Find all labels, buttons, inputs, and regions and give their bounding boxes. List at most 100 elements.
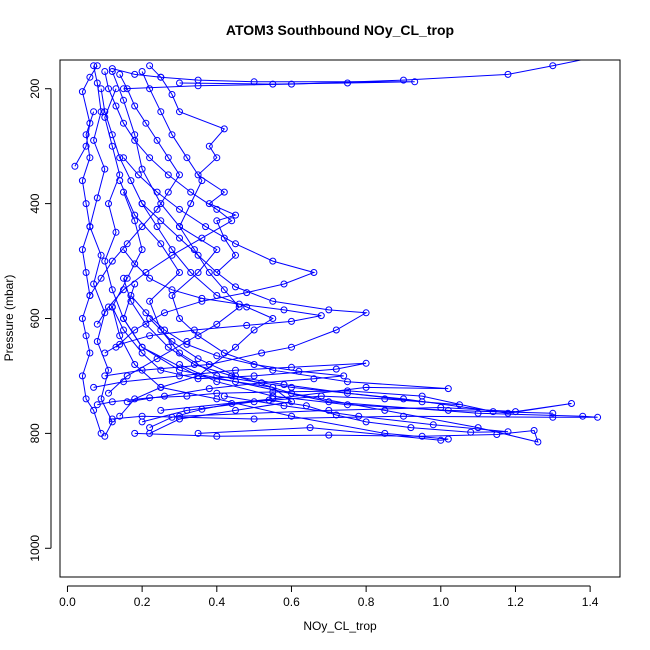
data-point	[176, 372, 183, 380]
data-point	[168, 91, 176, 98]
data-point	[280, 381, 288, 389]
data-point	[82, 142, 90, 150]
data-point	[176, 415, 183, 423]
data-point	[549, 62, 557, 70]
data-point	[90, 136, 98, 144]
data-point	[105, 389, 112, 397]
data-point	[288, 363, 295, 371]
data-point	[161, 326, 168, 334]
data-point	[78, 88, 86, 96]
data-point	[101, 372, 109, 380]
data-point	[362, 309, 370, 317]
data-point	[131, 326, 139, 334]
x-axis: 0.0 0.2 0.4 0.6 0.8 1.0 1.2 1.4	[59, 585, 599, 609]
data-point	[205, 200, 213, 208]
data-point	[146, 394, 154, 402]
data-point	[235, 300, 243, 308]
data-point	[232, 283, 239, 291]
data-point	[108, 303, 116, 311]
data-point	[101, 257, 109, 265]
data-point	[108, 142, 116, 150]
data-point	[187, 269, 195, 276]
data-point	[120, 378, 127, 386]
data-point	[146, 62, 154, 70]
data-point	[153, 355, 161, 363]
data-point	[157, 383, 165, 391]
data-point	[161, 392, 168, 400]
data-point	[164, 154, 172, 162]
data-point	[116, 154, 124, 162]
data-point	[90, 406, 98, 414]
data-point	[131, 280, 139, 288]
data-point	[228, 372, 236, 380]
data-point	[123, 85, 131, 93]
data-point	[310, 375, 318, 383]
data-point	[176, 205, 183, 213]
data-point	[108, 398, 116, 406]
data-point	[258, 379, 266, 387]
data-point	[220, 125, 228, 133]
data-point	[437, 404, 445, 411]
data-point	[168, 286, 176, 294]
data-point	[153, 223, 161, 231]
series-line-1	[104, 88, 293, 434]
data-point	[93, 62, 101, 70]
data-point	[146, 85, 154, 93]
data-point	[138, 246, 146, 254]
data-point	[116, 332, 124, 340]
data-point	[153, 188, 161, 196]
data-point	[82, 332, 90, 340]
data-point	[153, 136, 161, 144]
data-point	[146, 315, 154, 322]
data-point	[190, 326, 198, 334]
data-point	[288, 343, 295, 351]
data-point	[202, 223, 210, 231]
data-point	[127, 177, 135, 185]
data-point	[228, 217, 236, 225]
data-point	[153, 205, 161, 213]
data-point	[146, 332, 154, 340]
data-point	[213, 292, 221, 299]
data-point	[344, 389, 351, 397]
data-point	[332, 365, 340, 373]
data-point	[101, 68, 109, 75]
data-point	[344, 378, 351, 386]
data-point	[120, 326, 127, 334]
data-point	[194, 375, 202, 383]
data-point	[90, 108, 98, 116]
x-tick-label: 1.4	[582, 595, 599, 609]
data-point	[381, 406, 389, 414]
data-point	[93, 401, 101, 409]
data-point	[325, 398, 333, 406]
data-point	[183, 340, 191, 348]
series-line-18	[115, 157, 316, 348]
data-point	[78, 372, 86, 380]
x-axis-label: NOy_CL_trop	[303, 619, 377, 633]
data-point	[381, 429, 389, 437]
data-point	[344, 79, 351, 87]
data-point	[116, 177, 124, 185]
x-tick-label: 0.6	[283, 595, 300, 609]
data-point	[250, 415, 258, 423]
data-point	[134, 171, 142, 179]
data-point	[168, 131, 176, 139]
data-point	[86, 119, 94, 127]
data-point	[146, 424, 154, 432]
data-point	[213, 389, 221, 397]
data-point	[183, 392, 191, 400]
data-point	[606, 51, 612, 57]
data-point	[112, 85, 120, 93]
data-point	[183, 406, 191, 414]
data-point	[407, 424, 415, 432]
data-point	[127, 292, 135, 299]
data-point	[194, 171, 202, 179]
data-point	[198, 405, 206, 413]
data-point	[232, 240, 239, 248]
data-point	[146, 274, 154, 282]
data-point	[444, 385, 452, 393]
data-point	[213, 154, 221, 162]
data-point	[78, 177, 86, 185]
data-point	[108, 286, 116, 294]
data-point	[213, 205, 221, 213]
data-point	[142, 309, 150, 317]
